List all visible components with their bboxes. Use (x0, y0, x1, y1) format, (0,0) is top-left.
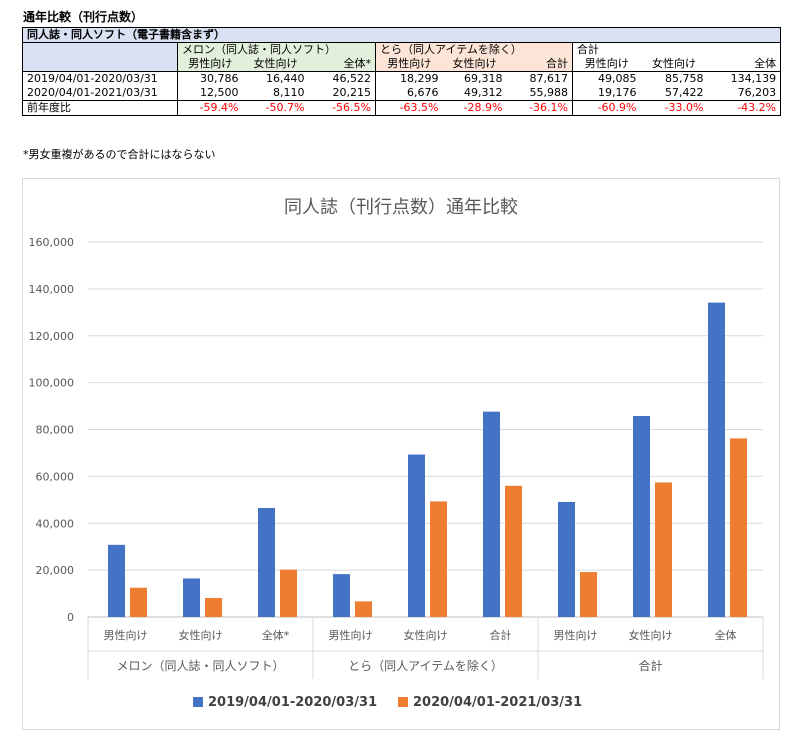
bar (505, 485, 522, 617)
bar (408, 454, 425, 617)
cell: 87,617 (529, 72, 569, 85)
col-header: 女性向け (442, 57, 507, 72)
col-header: 男性向け (177, 57, 243, 72)
cell: 57,422 (665, 86, 704, 99)
x-tick-label: 全体* (262, 628, 290, 642)
chart-area: 同人誌（刊行点数）通年比較 0 20,000 40,000 60,000 80,000 10… (22, 178, 780, 730)
bar (633, 416, 650, 617)
table-row: 2019/04/01-2020/03/31 30,786 16,440 46,5… (22, 71, 782, 86)
cell: 76,203 (707, 86, 782, 101)
bar (483, 411, 500, 617)
x-tick-label: 女性向け (629, 628, 673, 642)
footnote: *男女重複があるので合計にはならない (23, 148, 216, 161)
bar (430, 501, 447, 617)
cell: 19,176 (572, 86, 641, 101)
col-header: 男性向け (375, 57, 443, 72)
legend-swatch (193, 697, 203, 707)
bar (280, 569, 297, 617)
col-header: 女性向け (640, 57, 708, 72)
bar (558, 501, 575, 617)
cell: -56.5% (308, 100, 376, 116)
bar (333, 574, 350, 617)
table-main-header: 同人誌・同人ソフト（電子書籍含まず） (21, 27, 782, 43)
group-header: 合計 (571, 42, 782, 57)
cell: 85,758 (665, 72, 704, 85)
group-label: 合計 (638, 658, 662, 673)
table-row: 2020/04/01-2021/03/31 12,500 8,110 20,21… (22, 86, 782, 101)
row-label: 前年度比 (22, 100, 178, 116)
bar (258, 507, 275, 617)
y-tick-label: 160,000 (29, 236, 75, 249)
x-tick-label: 女性向け (404, 628, 448, 642)
col-header: 合計 (506, 57, 573, 72)
cell: -33.0% (640, 100, 708, 116)
cell: -63.5% (375, 100, 443, 116)
bar-chart: 同人誌（刊行点数）通年比較 0 20,000 40,000 60,000 80,000 10… (29, 197, 764, 710)
bar (708, 302, 725, 617)
cell: 46,522 (332, 72, 372, 85)
cell: 16,440 (266, 72, 305, 85)
y-tick-label: 80,000 (36, 424, 75, 437)
bar (580, 572, 597, 617)
y-tick-label: 0 (67, 611, 74, 624)
cell: -36.1% (506, 100, 573, 116)
cell: 55,988 (529, 86, 569, 99)
col-header: 全体 (707, 57, 782, 72)
cell: 49,312 (464, 86, 503, 99)
y-tick-label: 20,000 (36, 564, 75, 577)
bar (730, 438, 747, 617)
cell: 30,786 (177, 71, 243, 86)
cell: 20,215 (332, 86, 372, 99)
row-label: 2020/04/01-2021/03/31 (22, 86, 178, 101)
cell: -59.4% (177, 100, 243, 116)
group-header: メロン（同人誌・同人ソフト） (177, 42, 376, 57)
group-label: メロン（同人誌・同人ソフト） (116, 658, 284, 673)
legend-label: 2020/04/01-2021/03/31 (413, 695, 582, 710)
x-tick-label: 男性向け (329, 628, 373, 642)
x-tick-label: 合計 (490, 628, 512, 642)
col-header: 男性向け (572, 57, 641, 72)
cell: -43.2% (707, 100, 782, 116)
y-tick-label: 140,000 (29, 283, 75, 296)
y-tick-label: 60,000 (36, 470, 75, 483)
cell: 18,299 (375, 71, 443, 86)
bar (108, 544, 125, 617)
group-label: とら（同人アイテムを除く） (348, 658, 503, 673)
cell: 134,139 (707, 71, 782, 86)
legend-swatch (398, 697, 408, 707)
table-corner (22, 42, 178, 72)
cell: 49,085 (572, 71, 641, 86)
cell: -50.7% (242, 100, 309, 116)
comparison-table: 同人誌・同人ソフト（電子書籍含まず） メロン（同人誌・同人ソフト） とら（同人ア… (21, 27, 782, 116)
row-label: 2019/04/01-2020/03/31 (22, 71, 178, 86)
col-header: 全体* (308, 57, 376, 72)
bar (355, 601, 372, 617)
col-header: 女性向け (242, 57, 309, 72)
x-tick-label: 全体 (715, 628, 737, 642)
group-header: とら（同人アイテムを除く） (375, 42, 573, 57)
bar (205, 597, 222, 617)
section-title: 通年比較（刊行点数） (23, 10, 144, 24)
legend-label: 2019/04/01-2020/03/31 (208, 695, 377, 710)
chart-title: 同人誌（刊行点数）通年比較 (284, 197, 518, 218)
bar (655, 482, 672, 617)
y-tick-label: 40,000 (36, 517, 75, 530)
bar (183, 578, 200, 617)
x-tick-label: 男性向け (104, 628, 148, 642)
y-tick-label: 100,000 (29, 377, 75, 390)
table-row: 前年度比 -59.4% -50.7% -56.5% -63.5% -28.9% … (22, 100, 782, 116)
cell: 12,500 (177, 86, 243, 101)
bar (130, 587, 147, 617)
cell: -60.9% (572, 100, 641, 116)
x-tick-label: 男性向け (554, 628, 598, 642)
y-tick-label: 120,000 (29, 330, 75, 343)
cell: 69,318 (464, 72, 503, 85)
x-tick-label: 女性向け (179, 628, 223, 642)
cell: 6,676 (375, 86, 443, 101)
cell: 8,110 (273, 86, 305, 99)
cell: -28.9% (442, 100, 507, 116)
